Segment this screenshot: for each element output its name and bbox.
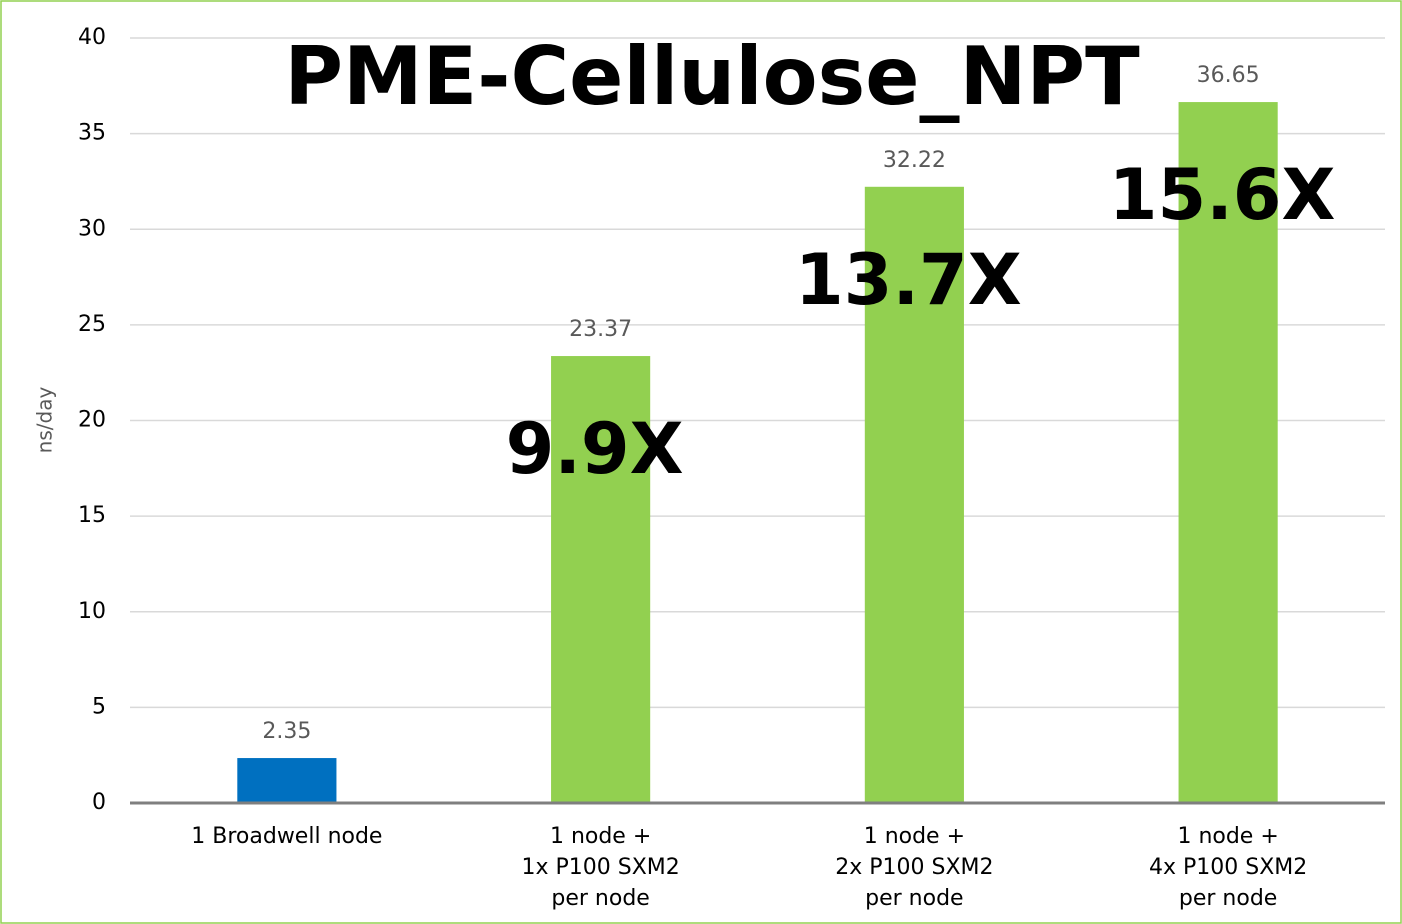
x-tick-label: 1 node + 4x P100 SXM2 per node: [1149, 824, 1307, 911]
x-tick-label: 1 node + 2x P100 SXM2 per node: [835, 824, 993, 911]
bar: [237, 758, 337, 803]
value-label: 36.65: [1197, 63, 1260, 88]
bar: [551, 356, 651, 803]
x-tick-label-line: 1 node +: [1177, 824, 1278, 849]
value-label: 23.37: [569, 317, 632, 342]
y-tick-label: 30: [78, 216, 106, 241]
x-tick-label: 1 node + 1x P100 SXM2 per node: [521, 824, 679, 911]
bar: [864, 186, 964, 804]
speedup-annotation: 15.6X: [1109, 154, 1336, 236]
x-tick-label-line: per node: [551, 886, 649, 911]
x-tick-label: 1 Broadwell node: [191, 824, 382, 849]
x-tick-label-line: 2x P100 SXM2: [835, 855, 993, 880]
x-tick-label-line: 4x P100 SXM2: [1149, 855, 1307, 880]
y-tick-label: 10: [78, 599, 106, 624]
x-tick-label-line: 1x P100 SXM2: [521, 855, 679, 880]
y-tick-label: 35: [78, 121, 106, 146]
x-tick-label-line: per node: [865, 886, 963, 911]
speedup-annotation: 13.7X: [795, 239, 1022, 321]
y-tick-label: 40: [78, 25, 106, 50]
x-tick-label-line: 1 Broadwell node: [191, 824, 382, 849]
y-tick-label: 20: [78, 408, 106, 433]
bar: [1178, 102, 1278, 804]
value-label: 2.35: [262, 719, 311, 744]
y-tick-label: 5: [92, 694, 106, 719]
speedup-annotation: 9.9X: [506, 408, 684, 490]
x-tick-label-line: 1 node +: [550, 824, 651, 849]
y-tick-label: 0: [92, 790, 106, 815]
x-tick-label-line: per node: [1179, 886, 1277, 911]
y-axis-label: ns/day: [33, 387, 57, 454]
y-tick-label: 25: [78, 312, 106, 337]
y-tick-label: 15: [78, 503, 106, 528]
value-label: 32.22: [883, 148, 946, 173]
chart-title: PME-Cellulose_NPT: [284, 30, 1140, 123]
x-tick-label-line: 1 node +: [864, 824, 965, 849]
